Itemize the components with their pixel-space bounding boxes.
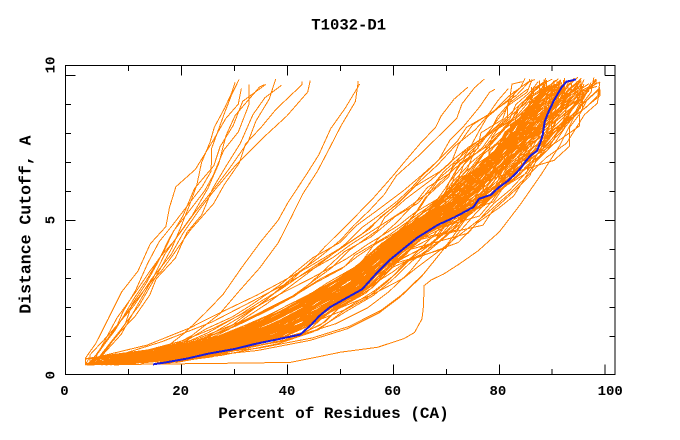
svg-text:T1032-D1: T1032-D1 <box>311 17 386 35</box>
svg-text:Distance Cutoff, A: Distance Cutoff, A <box>17 135 36 313</box>
svg-text:0: 0 <box>60 384 68 400</box>
svg-text:Percent of Residues (CA): Percent of Residues (CA) <box>218 405 448 423</box>
svg-text:5: 5 <box>44 216 60 224</box>
svg-text:100: 100 <box>598 384 623 400</box>
svg-text:10: 10 <box>44 57 60 74</box>
svg-text:0: 0 <box>44 371 60 379</box>
svg-text:20: 20 <box>172 384 189 400</box>
svg-text:80: 80 <box>489 384 506 400</box>
svg-text:60: 60 <box>384 384 401 400</box>
svg-text:40: 40 <box>279 384 296 400</box>
